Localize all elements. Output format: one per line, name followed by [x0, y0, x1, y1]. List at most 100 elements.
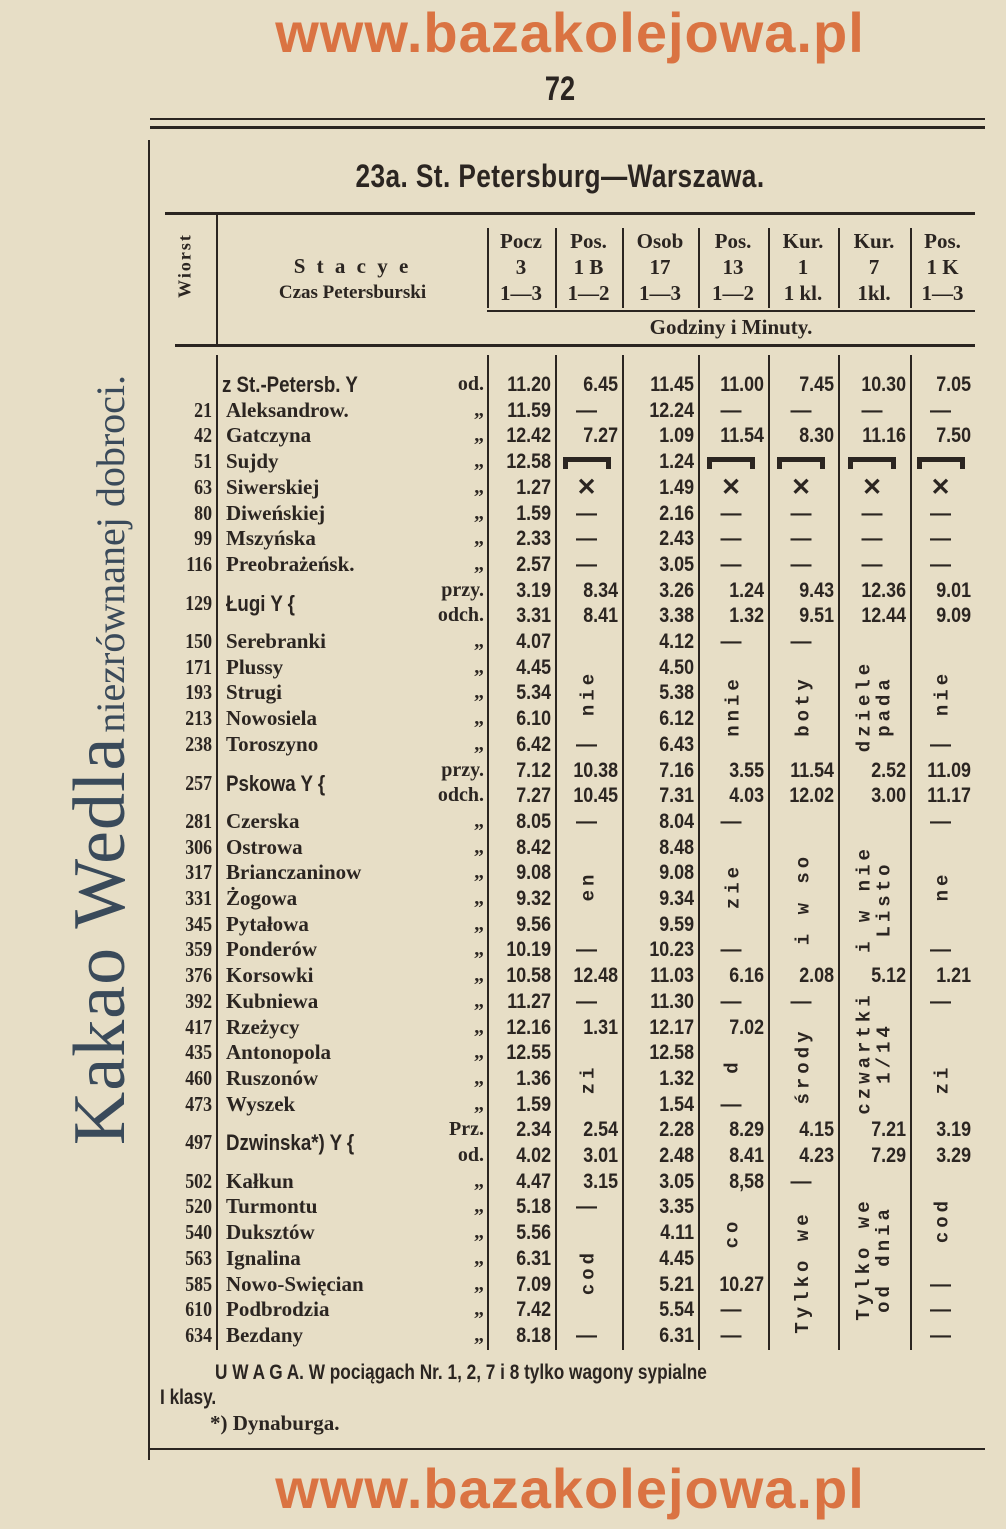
column-classes: 1—2: [567, 281, 610, 305]
table-row: 473 Wyszek „ 1.59 1.54 —: [0, 1092, 1006, 1117]
time-cell: 12.58: [506, 450, 551, 474]
time-zone-label: Czas Petersburski: [278, 282, 427, 303]
time-cell: 1.24: [729, 578, 764, 602]
time-cell: 1.59: [516, 501, 551, 525]
vertical-note: nie: [931, 655, 954, 732]
distance-wiorst: 417: [185, 1014, 212, 1039]
time-cell: 1.36: [516, 1066, 551, 1090]
station-name: Pytałowa: [226, 911, 309, 936]
time-cell: 11.00: [720, 373, 764, 396]
time-cell: —: [930, 501, 951, 525]
vertical-note: czwartki 1/14: [853, 989, 895, 1118]
column-type: Kur.: [782, 229, 824, 253]
time-cell: 10.19: [506, 938, 551, 962]
time-cell: 4.23: [799, 1144, 834, 1167]
distance-wiorst: 435: [185, 1040, 212, 1065]
time-cell: 7.12: [516, 758, 551, 782]
vertical-note-line: Tylko we: [791, 1209, 814, 1334]
distance-wiorst: 99: [194, 526, 212, 551]
header-mid-rule: [487, 310, 975, 312]
vertical-note-line: Tylko we: [852, 1197, 875, 1321]
vertical-note: boty: [791, 655, 814, 758]
time-cell: —: [576, 398, 597, 422]
time-cell: 11.27: [507, 989, 551, 1013]
time-cell: 11.20: [507, 373, 551, 396]
time-cell: —: [720, 989, 742, 1013]
vertical-note-line: co: [721, 1217, 744, 1249]
station-name: Żogowa: [226, 886, 298, 910]
footer-note: U W A G A. W pociągach Nr. 1, 2, 7 i 8 t…: [215, 1361, 707, 1384]
time-cell: 4.03: [729, 784, 764, 808]
vertical-note-line: en: [577, 870, 600, 902]
time-cell: —: [576, 527, 597, 551]
time-cell: 1.21: [936, 964, 971, 988]
station-name: Diweńskiej: [226, 500, 326, 525]
column-classes: 1—3: [639, 281, 681, 305]
station-suffix: „: [474, 1221, 484, 1244]
time-cell: 7.31: [659, 784, 694, 808]
vertical-note-line: boty: [791, 675, 814, 737]
table-row: 80 Diweńskiej „ 1.59 — 2.16 — — — —: [0, 501, 1006, 526]
time-cell: —: [861, 552, 883, 576]
station-suffix: „: [474, 1015, 484, 1038]
station-name: Siwerskiej: [226, 474, 320, 499]
column-divider: [487, 228, 489, 308]
station-suffix: „: [474, 1272, 484, 1295]
vertical-note-line: 1/14: [873, 1022, 895, 1084]
table-row: 417 Rzeżycy „ 12.16 1.31 12.17 7.02: [0, 1015, 1006, 1040]
station-name: Bezdany: [226, 1322, 304, 1347]
time-cell: —: [790, 501, 812, 525]
time-cell: —: [930, 989, 951, 1013]
distance-wiorst: 359: [185, 937, 212, 962]
time-cell: 10.45: [573, 784, 618, 808]
time-cell: —: [930, 1272, 951, 1296]
watermark: www.bazakolejowa.pl: [275, 1457, 865, 1520]
station-name: Ługi Y {: [226, 590, 295, 616]
time-cell: —: [720, 501, 742, 525]
time-cell: 6.10: [516, 707, 551, 731]
column-classes: 1—3: [500, 281, 542, 305]
time-cell: —: [790, 630, 812, 653]
time-cell: 7.09: [516, 1272, 551, 1296]
column-divider: [768, 228, 770, 308]
time-cell: —: [720, 1298, 742, 1322]
station-suffix: „: [474, 630, 484, 652]
restaurant-car-icon: ✕: [720, 473, 742, 501]
column-divider: [768, 355, 770, 1350]
vertical-note-line: środy: [791, 1027, 814, 1105]
time-cell: 8.04: [659, 809, 694, 833]
page-number: 72: [544, 70, 576, 108]
stations-header: S t a c y e: [293, 254, 412, 278]
time-cell: 5.18: [516, 1195, 551, 1219]
bottom-rule: [150, 1448, 985, 1450]
time-cell: 12.36: [861, 578, 906, 602]
time-cell: 9.01: [936, 578, 971, 602]
time-cell: —: [576, 938, 597, 962]
time-cell: 6.42: [516, 732, 551, 756]
station-suffix: odch.: [437, 784, 484, 807]
time-cell: 2.28: [659, 1118, 694, 1142]
table-row: 306 Ostrowa „ 8.42 8.48: [0, 835, 1006, 860]
column-classes: 1—2: [712, 281, 754, 305]
time-cell: —: [930, 732, 951, 756]
time-cell: 11.09: [927, 758, 971, 782]
station-suffix: „: [474, 809, 484, 832]
time-cell: 8.29: [729, 1118, 764, 1142]
time-cell: 6.31: [516, 1246, 551, 1270]
time-cell: —: [576, 552, 597, 576]
vertical-note: zi: [577, 1040, 600, 1117]
time-cell: 12.44: [861, 604, 906, 628]
time-cell: 2.43: [659, 527, 694, 551]
time-cell: —: [930, 527, 951, 551]
station-name: z St.-Petersb. Y: [222, 372, 358, 397]
station-name: Kałkun: [226, 1168, 294, 1193]
time-cell: 1.49: [659, 475, 694, 499]
vertical-note-line: zi: [577, 1063, 600, 1095]
distance-wiorst: 520: [185, 1194, 212, 1219]
time-cell: 2.08: [799, 964, 834, 988]
time-cell: —: [930, 938, 951, 962]
station-name: Aleksandrow.: [226, 397, 349, 422]
distance-wiorst: 376: [185, 963, 212, 988]
time-cell: 8.48: [659, 835, 694, 859]
vertical-note-line: nie: [931, 670, 954, 717]
